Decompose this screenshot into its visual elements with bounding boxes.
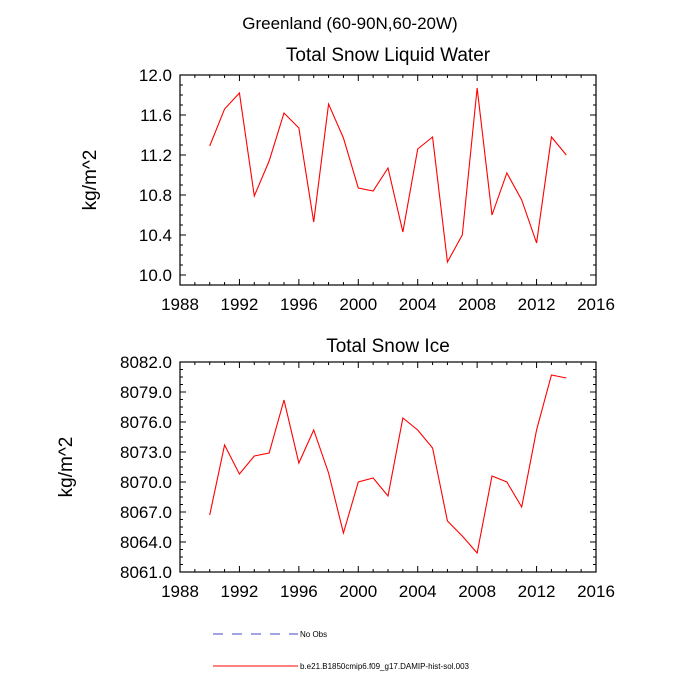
y-tick-label: 11.2	[140, 146, 172, 165]
chart-panel-2: Total Snow Ice kg/m^2 1988 1992 1996 2000 2004…	[56, 336, 615, 601]
x-tick-label: 1996	[280, 295, 318, 314]
y-axis-label: kg/m^2	[80, 150, 101, 211]
x-tick-label: 2004	[399, 582, 437, 601]
chart-panel-1: Total Snow Liquid Water kg/m^2 1988 1992 199…	[80, 45, 615, 314]
x-tick-label: 1996	[280, 582, 318, 601]
x-tick-label: 2000	[339, 295, 377, 314]
x-tick-label: 2008	[458, 295, 496, 314]
y-tick-label: 8070.0	[120, 473, 172, 492]
y-tick-label: 8067.0	[120, 503, 172, 522]
y-tick-label: 12.0	[139, 66, 172, 85]
y-tick-label: 10.0	[139, 266, 172, 285]
panel-title: Total Snow Liquid Water	[286, 45, 491, 66]
x-tick-label: 2016	[577, 295, 615, 314]
y-axis-label: kg/m^2	[56, 437, 77, 498]
y-tick-label: 8064.0	[120, 533, 172, 552]
y-tick-label: 8079.0	[120, 383, 172, 402]
y-tick-label: 8073.0	[120, 443, 172, 462]
x-tick-label: 1988	[161, 295, 199, 314]
x-tick-label: 2016	[577, 582, 615, 601]
y-tick-label: 8076.0	[120, 413, 172, 432]
series-line	[209, 87, 567, 264]
x-tick-label: 2004	[399, 295, 437, 314]
x-tick-label: 2012	[518, 582, 556, 601]
x-tick-label: 2000	[339, 582, 377, 601]
x-tick-label: 1988	[161, 582, 199, 601]
y-tick-label: 10.8	[139, 186, 172, 205]
y-tick-label: 8061.0	[120, 563, 172, 582]
legend-label: b.e21.B1850cmip6.f09_g17.DAMIP-hist-sol.…	[300, 662, 470, 671]
panel-title: Total Snow Ice	[326, 336, 450, 357]
x-tick-label: 2012	[518, 295, 556, 314]
chart-panels: Total Snow Liquid Water kg/m^2 1988 1992 199…	[56, 45, 615, 601]
y-tick-label: 8082.0	[120, 353, 172, 372]
x-tick-label: 1992	[221, 295, 259, 314]
x-tick-label: 1992	[221, 582, 259, 601]
plot-frame	[179, 361, 597, 573]
series-line	[209, 374, 567, 555]
y-tick-label: 11.6	[140, 106, 172, 125]
legend: No Obs b.e21.B1850cmip6.f09_g17.DAMIP-his…	[213, 630, 470, 671]
x-tick-label: 2008	[458, 582, 496, 601]
plot-frame	[179, 74, 597, 286]
legend-label: No Obs	[300, 630, 327, 639]
y-tick-label: 10.4	[139, 226, 172, 245]
page-title: Greenland (60-90N,60-20W)	[242, 14, 457, 33]
